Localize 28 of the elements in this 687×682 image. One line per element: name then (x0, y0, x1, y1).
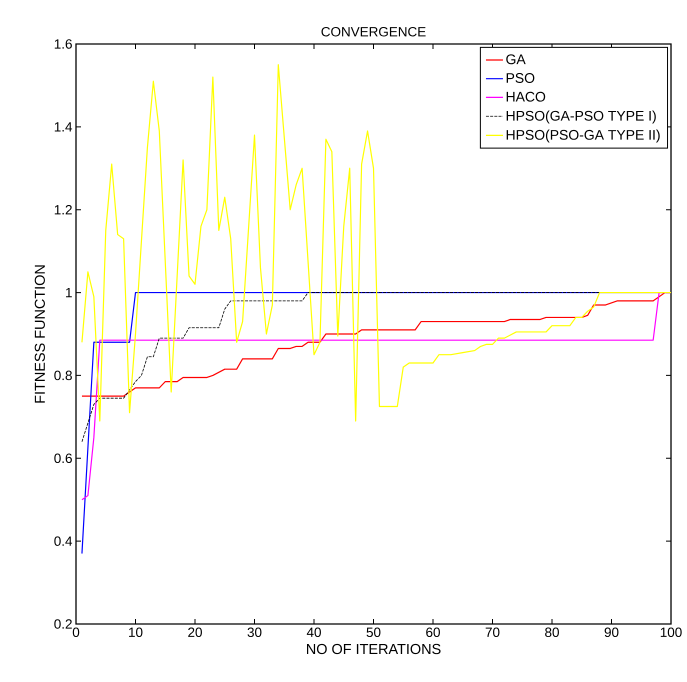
x-tick-label: 80 (545, 628, 559, 638)
x-tick-label: 60 (426, 628, 440, 638)
x-tick-label: 50 (366, 628, 380, 638)
legend-label: HPSO(GA-PSO TYPE I) (506, 110, 656, 124)
legend-label: PSO (506, 73, 534, 83)
legend-label: HPSO(PSO-GA TYPE II) (506, 130, 660, 143)
y-tick-label: 1.4 (54, 122, 72, 132)
x-tick-label: 10 (129, 628, 142, 638)
x-tick-label: 70 (486, 628, 500, 638)
x-tick-label: 90 (604, 628, 618, 638)
y-tick-label: 1.2 (54, 205, 72, 214)
y-tick-label: 0.2 (54, 619, 72, 629)
x-tick-label: 30 (248, 628, 262, 638)
y-tick-label: 1.6 (54, 39, 72, 49)
x-tick-label: 40 (306, 628, 321, 638)
line-series (81, 64, 672, 422)
x-tick-label: 0 (72, 628, 80, 638)
y-tick-label: 0.8 (54, 370, 72, 380)
y-axis-title: FITNESS FUNCTION (34, 265, 45, 403)
x-tick-label: 100 (660, 628, 682, 638)
legend-label: GA (506, 54, 526, 64)
y-tick-label: 1 (66, 288, 72, 298)
chart-title: CONVERGENCE (322, 26, 426, 36)
y-tick-label: 0.4 (54, 536, 72, 546)
y-tick-label: 0.6 (54, 454, 72, 464)
x-tick-label: 20 (188, 628, 202, 638)
x-axis-title: NO OF ITERATIONS (307, 644, 441, 654)
legend-label: HACO (506, 92, 546, 102)
